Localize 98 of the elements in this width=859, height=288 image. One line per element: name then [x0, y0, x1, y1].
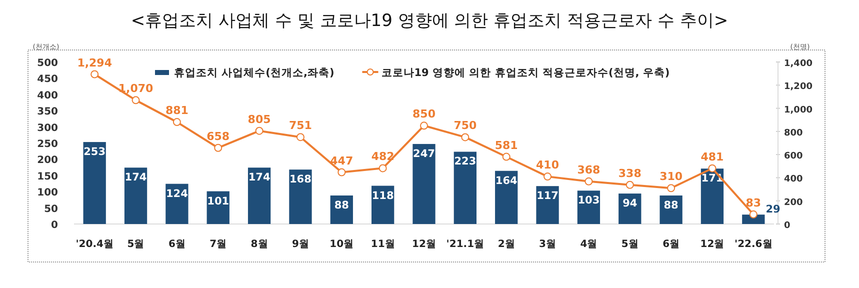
data-label: 310: [660, 170, 683, 184]
x-tick-label: 8월: [250, 239, 268, 250]
data-label: 1,070: [118, 82, 154, 96]
data-label: 247: [413, 148, 435, 160]
point: [584, 177, 593, 186]
y2-tick-label: 600: [784, 152, 803, 162]
data-label: 164: [495, 174, 518, 187]
y-tick-label: 250: [37, 139, 58, 150]
data-label: 751: [288, 119, 312, 132]
data-label: 658: [206, 130, 230, 143]
data-label: 410: [536, 158, 560, 172]
data-label: 481: [700, 150, 724, 164]
data-label: 174: [248, 172, 270, 184]
x-tick-label: 10월: [330, 239, 354, 250]
x-tick-label: 6월: [168, 239, 186, 250]
point: [338, 168, 346, 176]
bar: [248, 168, 271, 224]
data-label: 1,294: [77, 56, 112, 70]
point: [544, 172, 552, 181]
point: [749, 210, 758, 218]
data-label: 29: [766, 204, 780, 216]
point: [214, 144, 222, 152]
x-tick-label: 2월: [498, 239, 515, 250]
point: [90, 70, 99, 78]
point: [255, 126, 264, 135]
bar: [412, 144, 436, 224]
data-label: 447: [330, 154, 354, 168]
data-label: 805: [248, 112, 271, 126]
x-tick-label: 11월: [370, 239, 395, 250]
data-label: 103: [578, 194, 600, 207]
point: [378, 164, 387, 172]
data-label: 253: [84, 146, 106, 158]
x-tick-label: '20.4월: [76, 239, 114, 250]
y-tick-label: 200: [37, 155, 58, 166]
chart-title: <휴업조치 사업체 수 및 코로나19 영향에 의한 휴업조치 적용근로자 수 추이>: [130, 11, 728, 31]
data-label: 581: [494, 138, 518, 152]
y2-tick-label: 1,400: [784, 59, 812, 69]
data-label: 223: [454, 156, 476, 168]
bar: [83, 142, 106, 224]
bar: [166, 184, 188, 224]
x-tick-label: 5월: [621, 239, 638, 250]
x-tick-label: '21.1월: [446, 239, 484, 250]
point: [626, 180, 634, 189]
data-label: 88: [664, 199, 678, 212]
y-tick-label: 50: [44, 204, 58, 215]
data-label: 88: [334, 199, 349, 212]
data-label: 94: [622, 198, 638, 210]
data-label: 850: [412, 108, 436, 121]
data-label: 881: [165, 104, 188, 118]
x-tick-label: 6월: [662, 239, 680, 250]
bar: [124, 168, 148, 224]
data-label: 174: [124, 172, 147, 184]
x-tick-label: '22.6월: [734, 239, 772, 250]
y-tick-label: 150: [37, 171, 58, 182]
y2-tick-label: 1,000: [784, 105, 812, 116]
point: [420, 122, 428, 130]
point: [708, 164, 716, 172]
x-tick-label: 12월: [412, 239, 436, 250]
data-label: 168: [290, 174, 312, 186]
bar: [289, 170, 312, 224]
y2-tick-label: 800: [784, 128, 803, 138]
point: [502, 152, 510, 161]
point: [667, 184, 676, 192]
y2-tick-label: 0: [784, 221, 790, 231]
bar: [454, 152, 476, 224]
data-label: 338: [618, 166, 642, 180]
data-label: 124: [166, 188, 188, 200]
data-label: 118: [372, 190, 394, 202]
x-tick-label: 3월: [539, 239, 556, 250]
point: [296, 133, 304, 142]
y-tick-label: 100: [37, 188, 58, 199]
y2-tick-label: 400: [784, 174, 803, 185]
y-tick-label: 0: [51, 220, 58, 231]
data-label: 83: [746, 196, 762, 210]
y-tick-label: 350: [37, 106, 58, 118]
y-tick-label: 400: [37, 90, 58, 102]
y-tick-label: 450: [37, 74, 58, 86]
data-label: 750: [454, 119, 477, 132]
y-tick-label: 300: [37, 122, 58, 134]
x-tick-label: 5월: [127, 239, 144, 250]
bar: [495, 170, 518, 224]
x-tick-label: 9월: [292, 239, 309, 250]
data-label: 482: [371, 150, 394, 164]
point: [172, 118, 181, 126]
x-tick-label: 4월: [580, 239, 598, 250]
point: [461, 133, 470, 142]
legend-label: 코로나19 영향에 의한 휴업조치 적용근로자수(천명, 우축): [381, 67, 670, 79]
y2-tick-label: 200: [784, 198, 803, 208]
bar: [536, 186, 559, 224]
data-label: 101: [207, 195, 230, 208]
y2-tick-label: 1,200: [784, 82, 812, 92]
data-label: 368: [577, 163, 600, 176]
x-tick-label: 12월: [700, 239, 724, 250]
data-label: 117: [536, 190, 558, 202]
x-tick-label: 7월: [210, 239, 227, 250]
point: [132, 96, 140, 104]
legend-label: 휴업조치 사업체수(천개소,좌축): [174, 67, 334, 79]
y-tick-label: 500: [37, 58, 58, 69]
